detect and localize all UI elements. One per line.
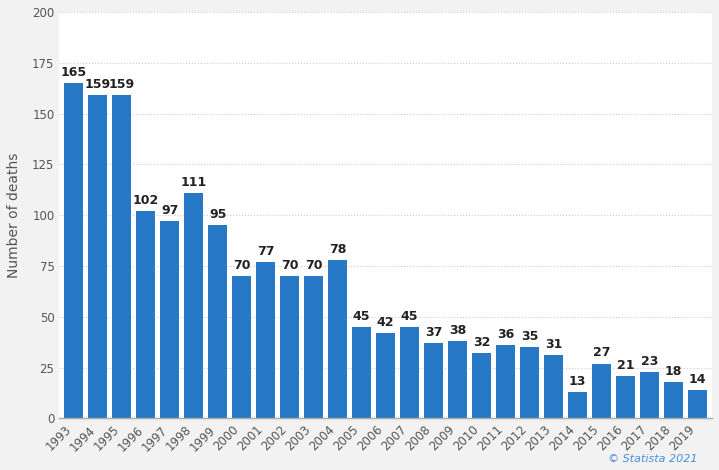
Text: 70: 70 — [305, 259, 322, 272]
Text: 111: 111 — [180, 176, 207, 189]
Bar — [256, 262, 275, 418]
Text: 18: 18 — [665, 365, 682, 378]
Bar — [641, 372, 659, 418]
Text: 27: 27 — [593, 346, 610, 360]
Text: 78: 78 — [329, 243, 347, 256]
Bar — [329, 260, 347, 418]
Bar — [592, 363, 611, 418]
Text: 35: 35 — [521, 330, 539, 343]
Bar — [64, 83, 83, 418]
Text: 77: 77 — [257, 245, 275, 258]
Bar — [376, 333, 395, 418]
Bar — [184, 193, 203, 418]
Text: 21: 21 — [617, 359, 634, 372]
Bar — [496, 345, 515, 418]
Bar — [568, 392, 587, 418]
Bar — [400, 327, 419, 418]
Bar — [664, 382, 683, 418]
Text: 45: 45 — [401, 310, 418, 323]
Bar — [88, 95, 107, 418]
Text: 70: 70 — [281, 259, 298, 272]
Text: 159: 159 — [109, 78, 134, 91]
Text: 23: 23 — [641, 354, 659, 368]
Text: 38: 38 — [449, 324, 467, 337]
Y-axis label: Number of deaths: Number of deaths — [7, 152, 21, 278]
Bar — [616, 376, 635, 418]
Bar — [304, 276, 323, 418]
Bar — [521, 347, 539, 418]
Text: 13: 13 — [569, 375, 587, 388]
Bar — [160, 221, 179, 418]
Bar — [472, 353, 491, 418]
Bar — [544, 355, 563, 418]
Text: 32: 32 — [473, 337, 490, 349]
Bar — [209, 225, 227, 418]
Text: 36: 36 — [497, 328, 514, 341]
Bar — [449, 341, 467, 418]
Text: 31: 31 — [545, 338, 562, 352]
Text: 14: 14 — [689, 373, 706, 386]
Text: 159: 159 — [85, 78, 111, 91]
Text: 37: 37 — [425, 326, 442, 339]
Bar — [424, 343, 443, 418]
Bar — [137, 211, 155, 418]
Text: 102: 102 — [132, 194, 159, 207]
Bar — [112, 95, 131, 418]
Bar — [232, 276, 251, 418]
Bar — [280, 276, 299, 418]
Bar — [352, 327, 371, 418]
Text: © Statista 2021: © Statista 2021 — [608, 454, 697, 464]
Text: 95: 95 — [209, 208, 226, 221]
Text: 42: 42 — [377, 316, 395, 329]
Text: 45: 45 — [353, 310, 370, 323]
Bar — [688, 390, 707, 418]
Text: 70: 70 — [233, 259, 250, 272]
Text: 97: 97 — [161, 204, 178, 217]
Text: 165: 165 — [60, 66, 87, 79]
